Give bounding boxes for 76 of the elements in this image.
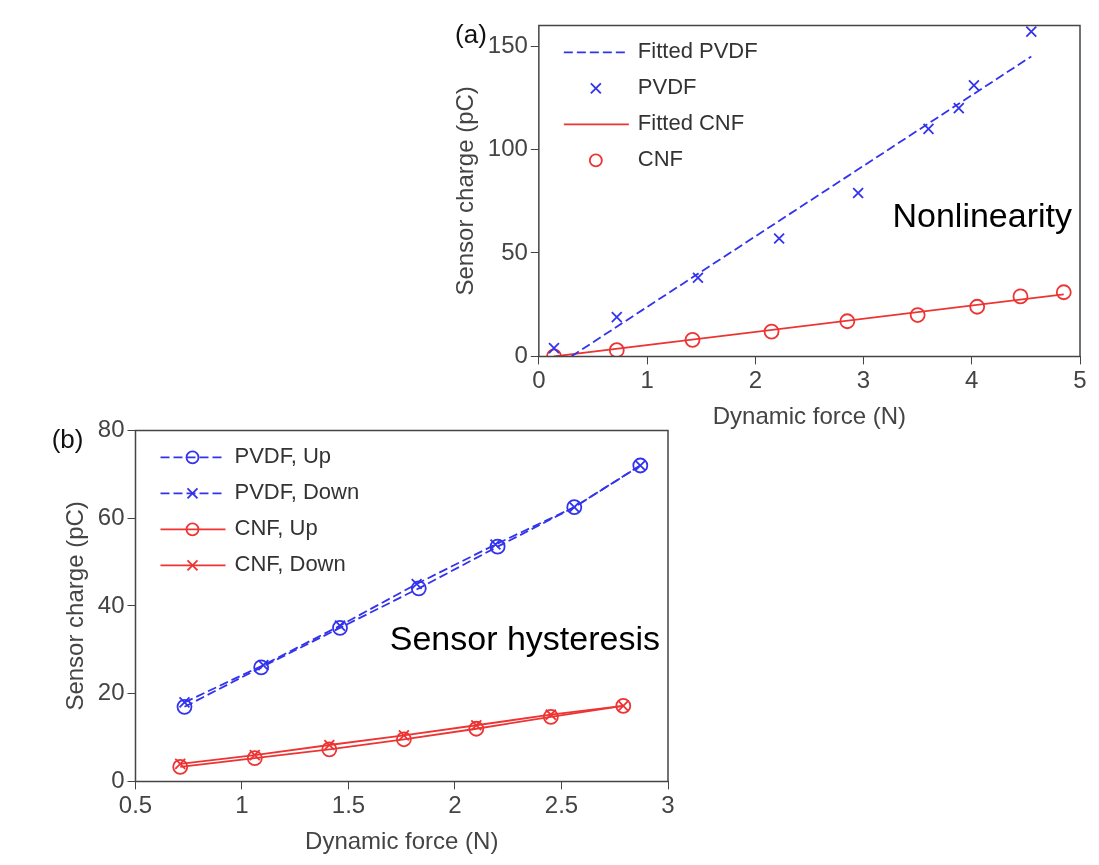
point [174,758,187,770]
point [489,538,502,551]
legend-label: CNF, Up [234,515,318,541]
point [839,313,856,330]
x-tick-label: 1.5 [331,791,366,819]
point [248,749,261,761]
y-axis-title: Sensor charge (pC) [61,501,89,711]
x-tick-label: 3 [856,366,871,394]
x-tick-label: 4 [965,366,979,394]
y-axis-title: Sensor charge (pC) [451,86,479,296]
point [332,619,348,636]
point [610,311,623,323]
legend-label: CNF [637,146,684,172]
point [395,731,412,748]
x-tick-label: 0.5 [118,791,153,819]
x-tick-label: 1 [235,791,249,819]
y-tick-label: 50 [501,237,528,265]
legend-label: PVDF, Up [234,443,332,469]
point [246,750,263,767]
point [545,708,557,721]
legend-label: Fitted CNF [637,110,745,136]
point [410,578,423,590]
x-tick-label: 5 [1073,366,1087,394]
y-tick-label: 40 [97,590,125,618]
point [172,759,189,775]
point [1025,25,1038,38]
x-tick-label: 2 [448,791,462,819]
point [542,709,559,725]
y-tick-label: 60 [97,502,125,530]
point [952,102,965,114]
point [763,323,780,340]
point [321,741,338,758]
point [692,271,704,284]
x-axis-title: Dynamic force (N) [712,402,907,430]
x-tick-label: 2.5 [544,791,579,819]
point [608,342,625,357]
point [334,619,346,632]
annotation: Sensor hysteresis [389,619,660,658]
point [176,698,193,715]
x-tick-label: 0 [532,366,546,394]
point [968,79,980,92]
point [1055,284,1072,301]
point [468,720,485,737]
chart-title: (a) [455,18,487,49]
point [684,331,701,348]
legend-label: PVDF, Down [234,479,360,505]
point [470,719,483,732]
point [909,307,926,323]
y-tick-label: 20 [97,678,125,706]
point [852,187,864,199]
x-tick-label: 1 [640,366,654,394]
annotation: Nonlinearity [892,195,1072,234]
x-tick-label: 2 [748,366,762,394]
point [1012,288,1029,305]
x-axis-title: Dynamic force (N) [305,827,499,855]
legend-label: Fitted PVDF [637,38,758,64]
point [398,729,410,742]
point [253,659,270,676]
y-tick-label: 0 [514,341,528,369]
x-tick-label: 3 [661,791,675,819]
point [257,659,270,671]
point [969,298,986,315]
chart-title: (b) [51,423,84,454]
point [410,580,427,597]
legend-label: PVDF [637,74,697,100]
point [178,696,191,709]
y-tick-label: 100 [487,134,528,162]
y-tick-label: 80 [97,415,125,443]
point [489,538,506,555]
point [922,122,935,135]
point [548,342,560,354]
y-tick-label: 0 [111,766,125,794]
legend-label: CNF, Down [234,551,346,577]
y-tick-label: 150 [487,30,528,58]
point [323,739,336,751]
point [773,232,785,245]
